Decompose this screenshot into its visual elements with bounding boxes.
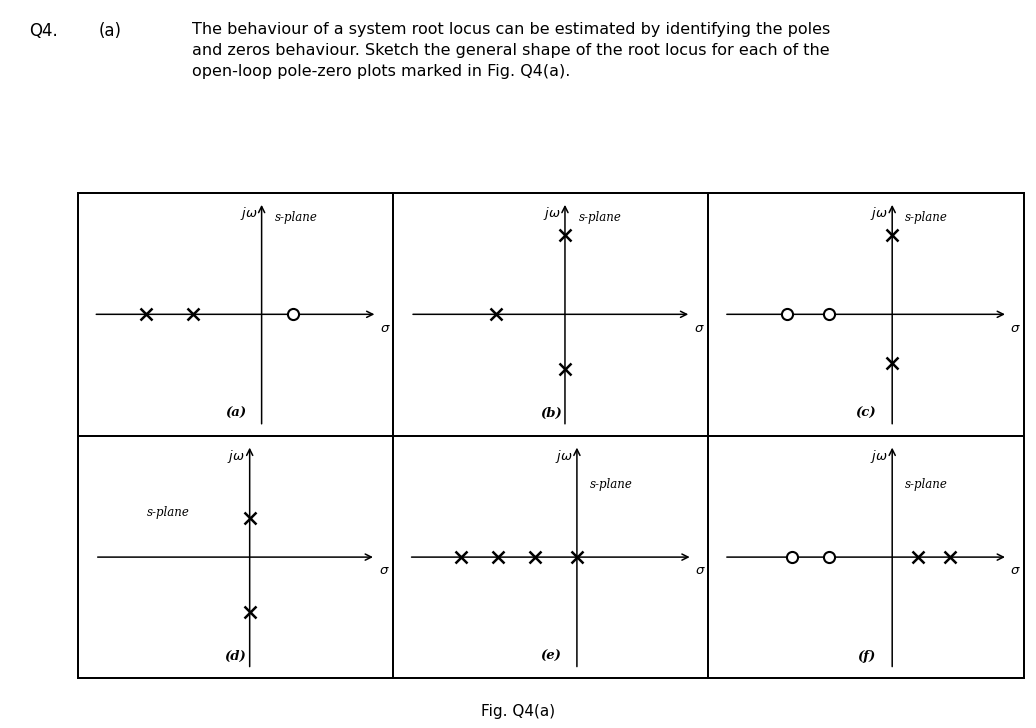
Text: $j\omega$: $j\omega$: [555, 448, 573, 465]
Text: $\sigma$: $\sigma$: [380, 322, 391, 335]
Text: s-plane: s-plane: [275, 211, 318, 224]
Text: $\sigma$: $\sigma$: [694, 322, 704, 335]
Text: s-plane: s-plane: [905, 478, 948, 491]
Text: s-plane: s-plane: [579, 211, 623, 224]
Text: $\sigma$: $\sigma$: [695, 564, 706, 577]
Text: s-plane: s-plane: [591, 478, 633, 491]
Text: $j\omega$: $j\omega$: [870, 448, 888, 465]
Text: $j\omega$: $j\omega$: [870, 205, 888, 222]
Text: (a): (a): [225, 408, 246, 420]
Text: (a): (a): [98, 22, 121, 40]
Text: (b): (b): [540, 408, 562, 420]
Text: s-plane: s-plane: [905, 211, 948, 224]
Text: $\sigma$: $\sigma$: [1010, 564, 1021, 577]
Text: (c): (c): [856, 408, 876, 420]
Text: $j\omega$: $j\omega$: [543, 205, 560, 222]
Text: Fig. Q4(a): Fig. Q4(a): [481, 704, 555, 719]
Text: $j\omega$: $j\omega$: [239, 205, 257, 222]
Text: (d): (d): [225, 650, 247, 663]
Text: $j\omega$: $j\omega$: [227, 448, 246, 465]
Text: (f): (f): [857, 650, 875, 663]
Text: $\sigma$: $\sigma$: [1010, 322, 1021, 335]
Text: s-plane: s-plane: [146, 505, 190, 518]
Text: $\sigma$: $\sigma$: [379, 564, 390, 577]
Text: Q4.: Q4.: [29, 22, 58, 40]
Text: (e): (e): [540, 650, 562, 663]
Text: The behaviour of a system root locus can be estimated by identifying the poles
a: The behaviour of a system root locus can…: [192, 22, 830, 79]
